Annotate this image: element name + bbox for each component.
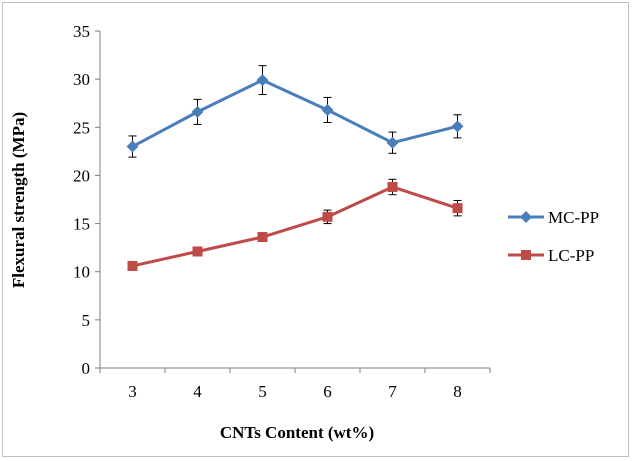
y-tick-label: 0 bbox=[82, 359, 91, 378]
y-tick-label: 15 bbox=[73, 215, 90, 234]
lc-pp-point bbox=[257, 232, 268, 243]
legend-lc-pp-label: LC-PP bbox=[548, 246, 594, 265]
lc-pp-point bbox=[322, 211, 333, 222]
y-tick-label: 5 bbox=[82, 311, 91, 330]
series-markers bbox=[126, 74, 464, 271]
y-tick-label: 25 bbox=[73, 118, 90, 137]
y-axis-title: Flexural strength (MPa) bbox=[9, 112, 28, 288]
x-tick-label: 5 bbox=[258, 382, 267, 401]
y-tick-label: 30 bbox=[73, 70, 90, 89]
x-tick-label: 7 bbox=[388, 382, 397, 401]
y-tick-label: 10 bbox=[73, 263, 90, 282]
mc-pp-point bbox=[386, 136, 399, 149]
lc-pp-point bbox=[452, 203, 463, 214]
legend-lc-pp-marker bbox=[521, 250, 531, 260]
lc-pp-point bbox=[192, 246, 203, 257]
legend: MC-PP LC-PP bbox=[508, 208, 599, 265]
legend-mc-pp-label: MC-PP bbox=[548, 208, 599, 227]
lc-pp-line bbox=[132, 185, 458, 268]
x-axis-title: CNTs Content (wt%) bbox=[220, 423, 374, 442]
lc-pp-point bbox=[127, 260, 138, 271]
series-lines bbox=[131, 78, 458, 268]
x-tick-label: 6 bbox=[323, 382, 332, 401]
chart-frame bbox=[2, 2, 629, 457]
mc-pp-point bbox=[256, 74, 269, 87]
mc-pp-point bbox=[451, 120, 464, 133]
x-tick-label: 3 bbox=[128, 382, 137, 401]
legend-mc-pp-marker bbox=[520, 211, 532, 223]
mc-pp-line bbox=[131, 78, 458, 148]
axes: 0 5 10 15 20 25 30 35 3 4 5 6 7 8 bbox=[73, 22, 491, 401]
lc-pp-point bbox=[387, 181, 398, 192]
mc-pp-point bbox=[191, 105, 204, 118]
mc-pp-point bbox=[126, 140, 139, 153]
y-tick-label: 20 bbox=[73, 166, 90, 185]
y-tick-label: 35 bbox=[73, 22, 90, 41]
x-tick-label: 4 bbox=[193, 382, 202, 401]
x-tick-label: 8 bbox=[453, 382, 462, 401]
mc-pp-point bbox=[321, 103, 334, 116]
